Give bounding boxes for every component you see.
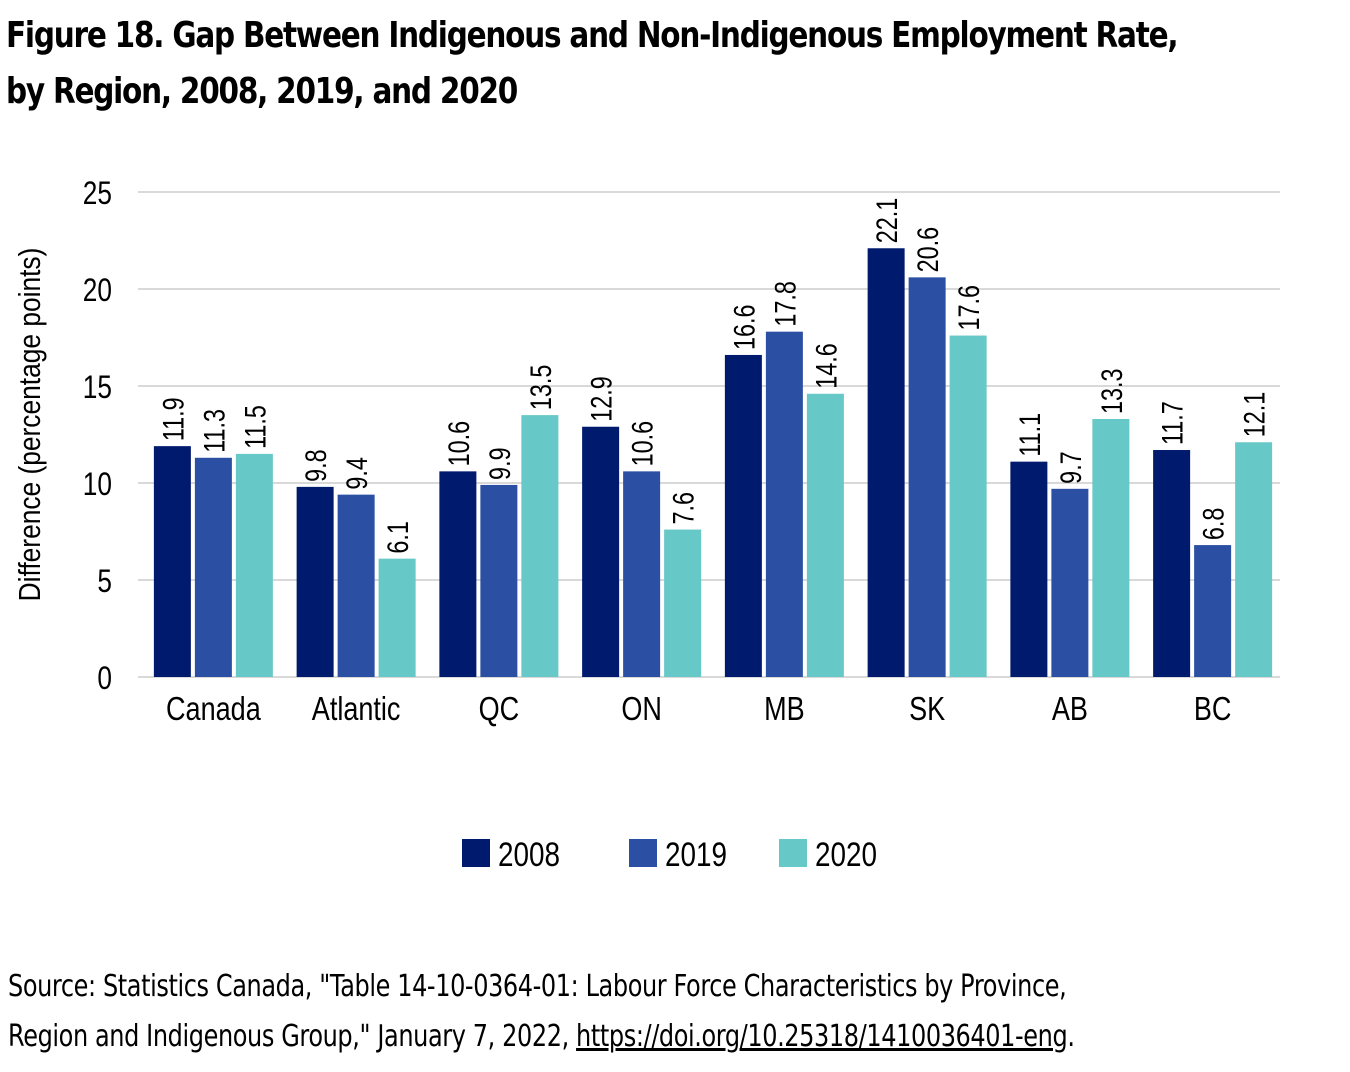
x-category-label: SK: [909, 692, 945, 728]
legend-label-2019: 2019: [665, 835, 727, 873]
legend-swatch-2008: [462, 839, 490, 867]
value-label-on-2008: 12.9: [585, 376, 618, 422]
legend-swatch-2019: [629, 839, 657, 867]
x-category-label: ON: [621, 692, 662, 728]
bar-canada-2020: [235, 453, 273, 677]
source-text: Region and Indigenous Group," January 7,…: [8, 1019, 577, 1054]
x-category-label: Canada: [166, 692, 261, 728]
x-category-label: QC: [479, 692, 520, 728]
bar-on-2020: [664, 529, 702, 677]
y-tick-label: 10: [83, 468, 112, 503]
source-line-2: Region and Indigenous Group," January 7,…: [8, 1012, 1128, 1062]
value-label-atlantic-2008: 9.8: [299, 449, 332, 482]
bar-qc-2008: [439, 471, 477, 677]
source-line-1: Source: Statistics Canada, "Table 14-10-…: [8, 969, 1067, 1004]
bar-mb-2020: [806, 393, 844, 677]
value-label-ab-2019: 9.7: [1054, 451, 1087, 484]
bar-on-2019: [623, 471, 661, 677]
value-label-on-2019: 10.6: [626, 421, 659, 467]
y-tick-label: 5: [97, 565, 112, 600]
bar-bc-2019: [1194, 545, 1232, 677]
bar-ab-2019: [1051, 488, 1089, 677]
bar-qc-2020: [521, 415, 559, 677]
value-label-sk-2008: 22.1: [870, 198, 903, 244]
bar-sk-2020: [949, 335, 987, 677]
value-label-bc-2008: 11.7: [1156, 401, 1189, 445]
value-labels: 11.9 11.3 11.59.8 9.46.110.6 9.913.5 12.910.6…: [157, 198, 1272, 554]
value-label-bc-2019: 6.8: [1197, 508, 1230, 541]
value-label-qc-2008: 10.6: [442, 421, 475, 467]
bar-mb-2008: [724, 354, 762, 677]
bar-sk-2008: [867, 248, 905, 677]
x-category-label: MB: [764, 692, 805, 728]
value-label-atlantic-2019: 9.4: [340, 457, 373, 490]
value-label-qc-2019: 9.9: [483, 447, 516, 480]
value-label-on-2020: 7.6: [667, 492, 700, 525]
value-label-sk-2019: 20.6: [911, 227, 944, 273]
x-category-label: Atlantic: [312, 692, 401, 728]
x-category-label: BC: [1194, 692, 1232, 728]
y-tick-label: 25: [83, 177, 112, 212]
value-label-bc-2020: 12.1: [1238, 392, 1271, 438]
bar-ab-2020: [1092, 418, 1130, 677]
value-label-canada-2019: 11.3: [198, 409, 231, 453]
bar-mb-2019: [765, 331, 803, 677]
value-label-ab-2020: 13.3: [1095, 368, 1128, 414]
value-label-mb-2020: 14.6: [810, 343, 843, 389]
y-tick-label: 0: [97, 662, 112, 697]
legend: 2008 2019 2020: [462, 835, 877, 874]
chart-title-line-2: by Region, 2008, 2019, and 2020: [6, 71, 518, 112]
bar-atlantic-2008: [296, 486, 334, 677]
bar-qc-2019: [480, 484, 518, 677]
legend-label-2008: 2008: [498, 835, 560, 873]
chart-title-line-1: Figure 18. Gap Between Indigenous and No…: [6, 15, 1179, 56]
bar-atlantic-2020: [378, 558, 416, 677]
value-label-canada-2020: 11.5: [239, 405, 272, 449]
y-tick-label: 20: [83, 274, 112, 309]
y-tick-label: 15: [83, 371, 112, 406]
value-label-mb-2008: 16.6: [728, 304, 761, 350]
value-label-mb-2019: 17.8: [769, 281, 802, 327]
value-label-sk-2020: 17.6: [952, 285, 985, 331]
bar-sk-2019: [908, 277, 946, 677]
legend-label-2020: 2020: [815, 835, 877, 873]
x-category-label: AB: [1052, 692, 1088, 728]
y-axis-ticks: 0 5 10 15 20 25: [83, 177, 112, 697]
y-axis-label: Difference (percentage points): [13, 248, 47, 602]
bar-chart: 0 5 10 15 20 25 Difference (percentage points…: [13, 177, 1280, 874]
value-label-qc-2020: 13.5: [524, 365, 557, 411]
legend-swatch-2020: [779, 839, 807, 867]
source-doi-link[interactable]: https://doi.org/10.25318/1410036401-eng: [576, 1019, 1068, 1054]
bar-bc-2020: [1235, 442, 1273, 677]
source-note: Source: Statistics Canada, "Table 14-10-…: [8, 962, 1128, 1062]
bar-atlantic-2019: [337, 494, 375, 677]
bar-canada-2008: [153, 446, 191, 677]
value-label-canada-2008: 11.9: [157, 397, 190, 441]
bars: [153, 248, 1273, 677]
bar-on-2008: [582, 426, 620, 677]
bar-canada-2019: [194, 457, 232, 677]
source-end: .: [1067, 1019, 1075, 1054]
bar-bc-2008: [1153, 450, 1191, 677]
chart-title: Figure 18. Gap Between Indigenous and No…: [6, 8, 1179, 120]
value-label-ab-2008: 11.1: [1013, 413, 1046, 457]
x-axis-categories: Canada Atlantic QC ON MB SK AB BC: [166, 692, 1231, 728]
value-label-atlantic-2020: 6.1: [381, 521, 414, 554]
bar-ab-2008: [1010, 461, 1048, 677]
